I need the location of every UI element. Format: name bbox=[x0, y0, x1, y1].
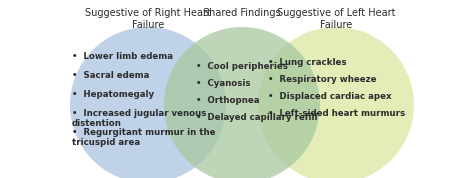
Text: •  Displaced cardiac apex: • Displaced cardiac apex bbox=[268, 92, 392, 101]
Text: •  Lung crackles: • Lung crackles bbox=[268, 58, 346, 67]
Text: •  Sacral edema: • Sacral edema bbox=[72, 71, 149, 80]
Text: •  Delayed capillary refill: • Delayed capillary refill bbox=[196, 113, 318, 122]
Ellipse shape bbox=[164, 27, 320, 178]
Text: •  Respiratory wheeze: • Respiratory wheeze bbox=[268, 75, 376, 84]
Text: •  Increased jugular venous
distention: • Increased jugular venous distention bbox=[72, 109, 206, 128]
Text: •  Hepatomegaly: • Hepatomegaly bbox=[72, 90, 154, 99]
Ellipse shape bbox=[258, 27, 414, 178]
Text: •  Left-sided heart murmurs: • Left-sided heart murmurs bbox=[268, 109, 405, 118]
Ellipse shape bbox=[70, 27, 226, 178]
Text: •  Lower limb edema: • Lower limb edema bbox=[72, 52, 173, 61]
Text: •  Cyanosis: • Cyanosis bbox=[196, 79, 250, 88]
Text: •  Cool peripheries: • Cool peripheries bbox=[196, 62, 288, 71]
Text: •  Orthopnea: • Orthopnea bbox=[196, 96, 259, 105]
Text: Suggestive of Right Heart
Failure: Suggestive of Right Heart Failure bbox=[85, 8, 211, 30]
Text: •  Regurgitant murmur in the
tricuspid area: • Regurgitant murmur in the tricuspid ar… bbox=[72, 128, 216, 147]
Text: Shared Findings: Shared Findings bbox=[203, 8, 281, 18]
Text: Suggestive of Left Heart
Failure: Suggestive of Left Heart Failure bbox=[277, 8, 395, 30]
